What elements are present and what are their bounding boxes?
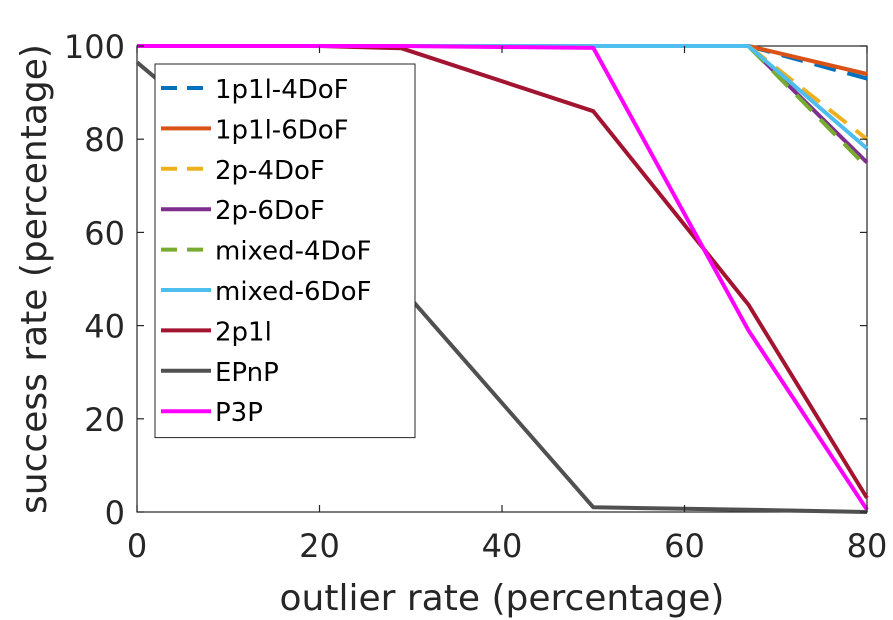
legend-label: 1p1l-4DoF [215,75,349,105]
x-tick-label: 20 [299,527,340,565]
y-tick-label: 80 [84,121,125,159]
y-tick-label: 100 [64,28,125,66]
legend-label: 1p1l-6DoF [215,115,349,145]
y-axis-label: success rate (percentage) [14,44,55,514]
legend-label: mixed-6DoF [215,277,371,307]
legend-label: P3P [215,398,263,428]
y-tick-label: 0 [105,494,125,532]
x-tick-label: 0 [127,527,147,565]
legend: 1p1l-4DoF 1p1l-6DoF 2p-4DoF 2p-6DoF mixed-4D… [154,63,416,439]
legend-label: 2p-6DoF [215,196,325,226]
x-tick-label: 60 [664,527,705,565]
y-axis-ticks: 0 20 40 60 80 100 [64,28,867,532]
x-tick-label: 40 [482,527,523,565]
x-tick-label: 80 [847,527,888,565]
legend-label: 2p-4DoF [215,156,325,186]
y-tick-label: 60 [84,214,125,252]
y-tick-label: 40 [84,308,125,346]
x-axis-ticks: 0 20 40 60 80 [127,46,888,565]
y-tick-label: 20 [84,401,125,439]
legend-label: mixed-4DoF [215,237,371,267]
legend-label: EPnP [215,358,279,388]
series-line-P3P [137,44,869,511]
x-axis-label: outlier rate (percentage) [280,578,725,619]
legend-label: 2p1l [215,317,272,347]
